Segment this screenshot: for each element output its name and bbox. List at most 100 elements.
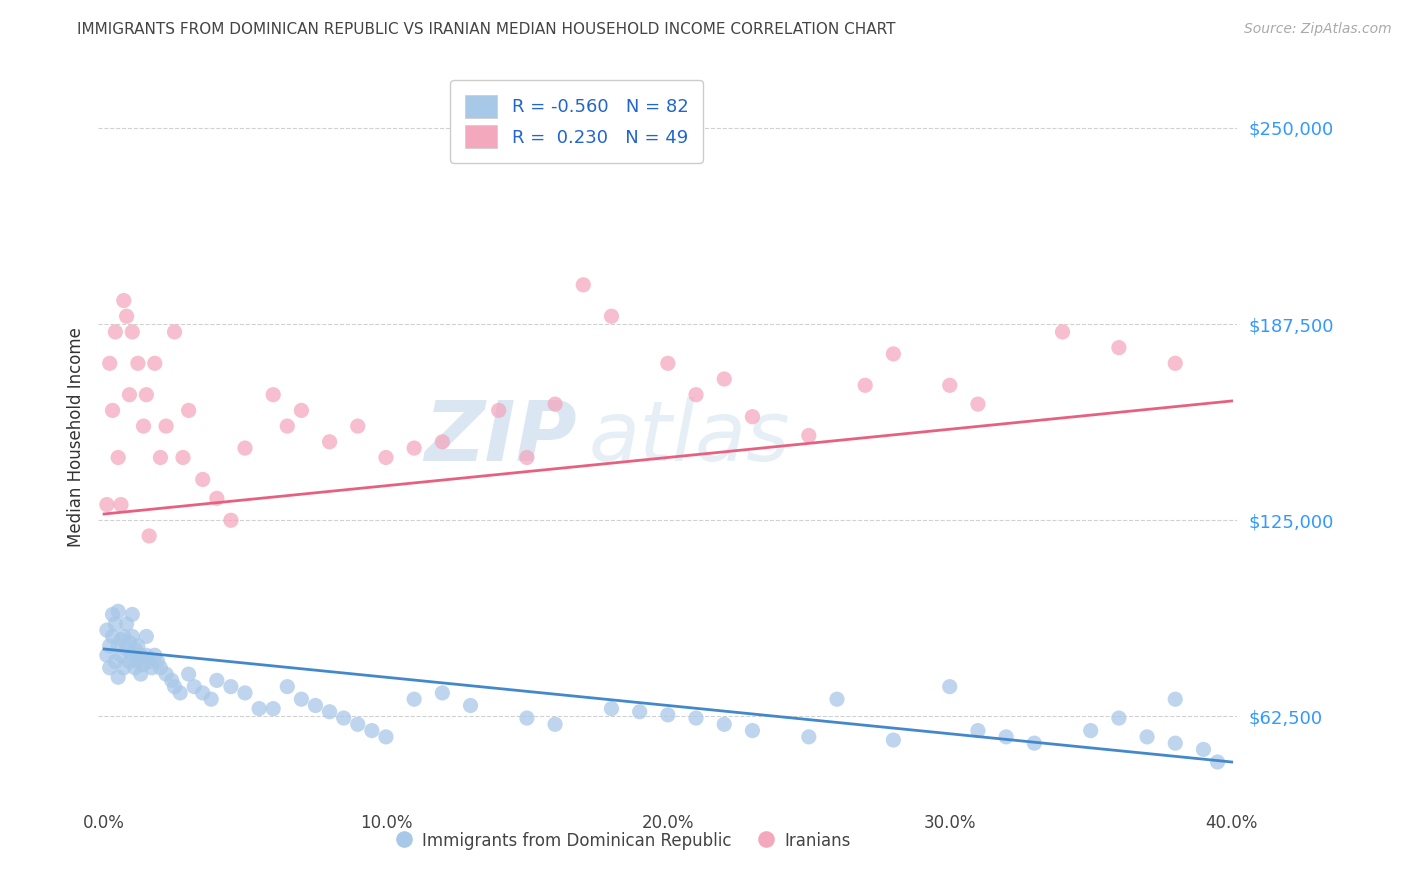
Point xyxy=(318,705,340,719)
Point xyxy=(346,419,368,434)
Point xyxy=(124,642,146,657)
Point xyxy=(177,403,200,417)
Point xyxy=(127,356,149,370)
Point xyxy=(1164,356,1187,370)
Point xyxy=(112,293,135,308)
Point xyxy=(276,680,298,694)
Point xyxy=(138,529,160,543)
Point xyxy=(233,441,256,455)
Point xyxy=(169,686,191,700)
Point xyxy=(1108,711,1130,725)
Point xyxy=(177,667,200,681)
Point xyxy=(318,434,340,449)
Point xyxy=(138,655,160,669)
Point xyxy=(96,623,118,637)
Point xyxy=(460,698,482,713)
Point xyxy=(219,680,242,694)
Text: Source: ZipAtlas.com: Source: ZipAtlas.com xyxy=(1244,22,1392,37)
Point xyxy=(262,701,284,715)
Point xyxy=(375,450,398,465)
Point xyxy=(882,347,904,361)
Point xyxy=(741,723,763,738)
Point xyxy=(110,632,132,647)
Point xyxy=(96,498,118,512)
Point xyxy=(149,450,172,465)
Y-axis label: Median Household Income: Median Household Income xyxy=(66,327,84,547)
Point xyxy=(118,387,141,401)
Point xyxy=(375,730,398,744)
Point xyxy=(1024,736,1046,750)
Point xyxy=(101,607,124,622)
Point xyxy=(191,686,214,700)
Point xyxy=(129,667,152,681)
Point xyxy=(488,403,510,417)
Point xyxy=(101,403,124,417)
Point xyxy=(1136,730,1159,744)
Point xyxy=(1206,755,1229,769)
Point xyxy=(135,387,157,401)
Point xyxy=(290,403,312,417)
Point xyxy=(404,441,426,455)
Point xyxy=(628,705,651,719)
Point xyxy=(107,670,129,684)
Point xyxy=(96,648,118,663)
Point xyxy=(360,723,382,738)
Point xyxy=(107,639,129,653)
Point xyxy=(938,680,960,694)
Point xyxy=(135,648,157,663)
Point xyxy=(155,419,177,434)
Point xyxy=(544,397,567,411)
Point xyxy=(155,667,177,681)
Point xyxy=(149,661,172,675)
Point xyxy=(127,655,149,669)
Point xyxy=(112,629,135,643)
Point xyxy=(544,717,567,731)
Point xyxy=(853,378,876,392)
Legend: Immigrants from Dominican Republic, Iranians: Immigrants from Dominican Republic, Iran… xyxy=(387,825,858,856)
Point xyxy=(104,655,127,669)
Point xyxy=(432,434,454,449)
Point xyxy=(121,325,143,339)
Point xyxy=(1080,723,1102,738)
Point xyxy=(572,277,595,292)
Point xyxy=(741,409,763,424)
Point xyxy=(205,673,228,688)
Point xyxy=(995,730,1018,744)
Point xyxy=(118,636,141,650)
Point xyxy=(132,657,155,672)
Point xyxy=(332,711,354,725)
Point xyxy=(685,387,707,401)
Point xyxy=(115,310,138,324)
Point xyxy=(797,428,820,442)
Point xyxy=(657,356,679,370)
Point xyxy=(121,648,143,663)
Point xyxy=(112,661,135,675)
Point xyxy=(882,733,904,747)
Point xyxy=(276,419,298,434)
Text: IMMIGRANTS FROM DOMINICAN REPUBLIC VS IRANIAN MEDIAN HOUSEHOLD INCOME CORRELATIO: IMMIGRANTS FROM DOMINICAN REPUBLIC VS IR… xyxy=(77,22,896,37)
Point xyxy=(163,680,186,694)
Point xyxy=(304,698,326,713)
Point xyxy=(191,473,214,487)
Text: atlas: atlas xyxy=(588,397,790,477)
Point xyxy=(1164,736,1187,750)
Point xyxy=(143,356,166,370)
Point xyxy=(516,450,538,465)
Point xyxy=(121,607,143,622)
Point xyxy=(938,378,960,392)
Point xyxy=(141,661,163,675)
Point xyxy=(132,419,155,434)
Point xyxy=(219,513,242,527)
Point xyxy=(98,661,121,675)
Point xyxy=(967,723,990,738)
Point xyxy=(172,450,194,465)
Point xyxy=(657,707,679,722)
Point xyxy=(107,604,129,618)
Point xyxy=(118,655,141,669)
Point xyxy=(115,642,138,657)
Point xyxy=(104,325,127,339)
Point xyxy=(967,397,990,411)
Point xyxy=(1164,692,1187,706)
Point xyxy=(1052,325,1074,339)
Point xyxy=(135,629,157,643)
